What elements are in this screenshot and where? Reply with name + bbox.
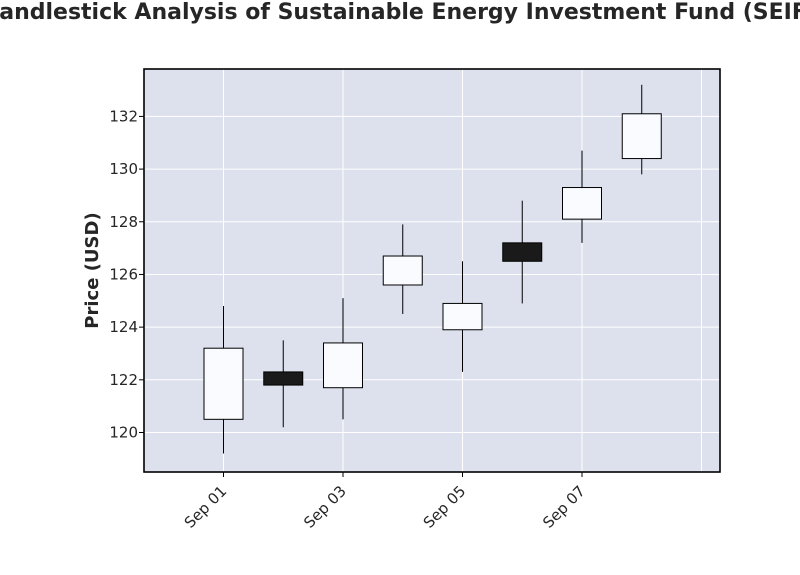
candle-body: [562, 187, 602, 220]
candle: [502, 200, 543, 304]
plot-frame: [143, 68, 721, 473]
y-tick-label: 130: [109, 160, 138, 178]
y-tick-label: 124: [109, 318, 138, 336]
x-tick-label: Sep 05: [420, 482, 470, 532]
candle-body: [263, 371, 304, 386]
x-tick-label: Sep 03: [300, 482, 350, 532]
candle: [203, 306, 244, 454]
x-tick-label: Sep 01: [181, 482, 231, 532]
candle: [382, 224, 423, 314]
y-tick-label: 122: [109, 371, 138, 389]
x-tick-label: Sep 07: [539, 482, 589, 532]
candle: [323, 298, 363, 420]
candle: [442, 261, 483, 372]
candle: [621, 84, 662, 175]
y-tick-label: 132: [109, 107, 138, 125]
candle-body: [203, 347, 244, 420]
y-tick-label: 120: [109, 423, 138, 441]
chart-title: Candlestick Analysis of Sustainable Ener…: [0, 0, 800, 25]
candle-body: [621, 113, 662, 160]
candle-body: [382, 255, 423, 286]
candle: [562, 150, 602, 243]
candle: [263, 340, 304, 428]
candle-body: [502, 242, 543, 262]
y-axis-ticks: 120 122 124 126 128 130 132: [109, 107, 144, 441]
candle-body: [323, 342, 363, 389]
candles: [203, 84, 662, 454]
candle-body: [442, 302, 483, 331]
y-tick-label: 128: [109, 213, 138, 231]
y-tick-label: 126: [109, 265, 138, 283]
y-axis-label: Price (USD): [82, 212, 103, 328]
x-axis-ticks: Sep 01 Sep 03 Sep 05 Sep 07: [181, 472, 589, 532]
